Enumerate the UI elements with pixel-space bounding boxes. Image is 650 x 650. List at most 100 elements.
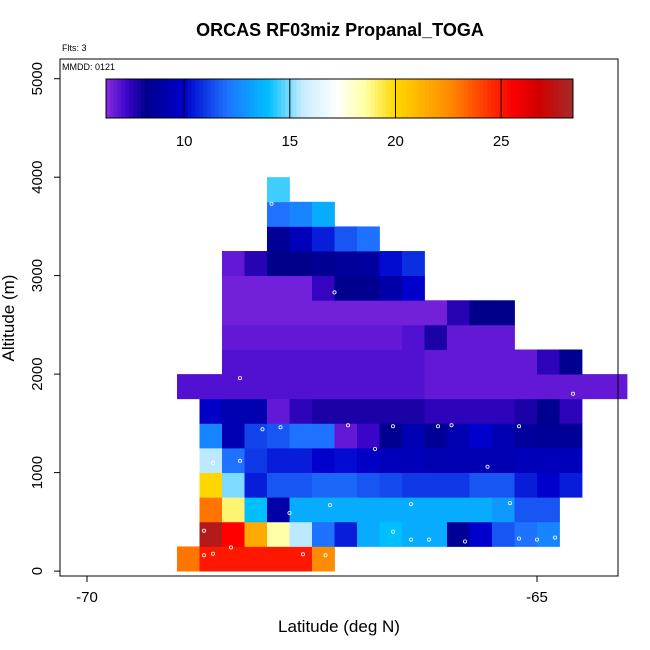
heatmap-cell bbox=[379, 447, 403, 473]
sample-point bbox=[323, 553, 328, 558]
heatmap-cell bbox=[312, 349, 335, 375]
colorbar-segment bbox=[323, 79, 329, 118]
heatmap-cell bbox=[447, 300, 470, 326]
heatmap-cell bbox=[379, 398, 403, 424]
chart-title: ORCAS RF03miz Propanal_TOGA bbox=[196, 20, 484, 40]
heatmap-cell bbox=[267, 398, 290, 424]
heatmap-cell bbox=[244, 251, 268, 277]
colorbar-segment bbox=[222, 79, 228, 118]
colorbar-segment bbox=[246, 79, 251, 118]
colorbar-segment bbox=[553, 79, 558, 118]
heatmap-cell bbox=[514, 374, 538, 400]
heatmap-cell bbox=[334, 226, 358, 252]
colorbar-segment bbox=[487, 79, 492, 118]
heatmap-cell bbox=[357, 251, 380, 277]
heatmap-cell bbox=[537, 423, 560, 449]
y-tick-label: 0 bbox=[29, 567, 46, 575]
heatmap-cell bbox=[514, 447, 538, 473]
sample-point bbox=[426, 537, 431, 542]
colorbar-segment bbox=[362, 79, 368, 118]
heatmap-cell bbox=[199, 374, 223, 400]
heatmap-cell bbox=[289, 226, 313, 252]
heatmap-cell bbox=[559, 423, 583, 449]
sample-point bbox=[408, 502, 413, 507]
colorbar-segment bbox=[444, 79, 449, 118]
heatmap-cell bbox=[379, 374, 403, 400]
sample-point bbox=[332, 290, 337, 295]
colorbar-segment bbox=[125, 79, 130, 118]
heatmap-cell bbox=[199, 398, 223, 424]
heatmap-cell bbox=[312, 398, 335, 424]
colorbar-segment bbox=[249, 79, 255, 118]
heatmap-cell bbox=[514, 398, 538, 424]
x-tick-label: -65 bbox=[526, 589, 548, 606]
heatmap-cell bbox=[222, 521, 245, 547]
colorbar-segment bbox=[347, 79, 352, 118]
sample-point bbox=[553, 535, 558, 540]
colorbar-segment bbox=[113, 79, 119, 118]
colorbar-segment bbox=[176, 79, 181, 118]
heatmap-cell bbox=[447, 472, 470, 498]
heatmap-cell bbox=[447, 374, 470, 400]
colorbar-segment bbox=[207, 79, 212, 118]
heatmap-cell bbox=[469, 521, 493, 547]
colorbar-segment bbox=[514, 79, 520, 118]
heatmap-cell bbox=[222, 546, 245, 572]
colorbar-segment bbox=[358, 79, 364, 118]
heatmap-cell bbox=[447, 497, 470, 523]
colorbar-segment bbox=[390, 79, 395, 118]
heatmap-cell bbox=[447, 398, 470, 424]
colorbar-segment bbox=[530, 79, 535, 118]
heatmap-cell bbox=[379, 324, 403, 350]
heatmap-cell bbox=[492, 423, 515, 449]
colorbar-segment bbox=[429, 79, 434, 118]
heatmap-cell bbox=[469, 349, 493, 375]
heatmap-cell bbox=[514, 423, 538, 449]
heatmap-cell bbox=[244, 546, 268, 572]
heatmap-cell bbox=[469, 300, 493, 326]
sample-point bbox=[517, 424, 522, 429]
colorbar-segment bbox=[526, 79, 531, 118]
heatmap-cell bbox=[244, 521, 268, 547]
colorbar-segment bbox=[137, 79, 142, 118]
colorbar-segment bbox=[265, 79, 270, 118]
colorbar-segment bbox=[370, 79, 376, 118]
colorbar-segment bbox=[253, 79, 259, 118]
colorbar-segment bbox=[436, 79, 442, 118]
heatmap-cell bbox=[267, 324, 290, 350]
colorbar-segment bbox=[106, 79, 111, 118]
heatmap-cell bbox=[604, 374, 628, 400]
colorbar-segment bbox=[281, 79, 286, 118]
colorbar-segment bbox=[109, 79, 115, 118]
heatmap-cell bbox=[312, 300, 335, 326]
colorbar-segment bbox=[557, 79, 562, 118]
sample-point bbox=[327, 503, 332, 508]
heatmap-cell bbox=[267, 300, 290, 326]
heatmap-cell bbox=[537, 497, 560, 523]
colorbar-segment bbox=[285, 79, 290, 118]
colorbar: 10 15 20 25 bbox=[105, 78, 574, 150]
heatmap-cell bbox=[222, 349, 245, 375]
heatmap-cell bbox=[244, 374, 268, 400]
heatmap-cell bbox=[267, 226, 290, 252]
heatmap-cell bbox=[357, 447, 380, 473]
colorbar-segment bbox=[475, 79, 481, 118]
heatmap-cell bbox=[492, 349, 515, 375]
heatmap-cell bbox=[177, 374, 200, 400]
colorbar-segment bbox=[214, 79, 220, 118]
heatmap-cell bbox=[289, 423, 313, 449]
colorbar-segment bbox=[545, 79, 551, 118]
heatmap-cell bbox=[559, 472, 583, 498]
colorbar-segment bbox=[211, 79, 216, 118]
colorbar-segment bbox=[491, 79, 496, 118]
sample-point bbox=[571, 391, 576, 396]
colorbar-segment bbox=[304, 79, 309, 118]
colorbar-segment bbox=[117, 79, 123, 118]
colorbar-segment bbox=[300, 79, 305, 118]
heatmap-cell bbox=[402, 349, 425, 375]
colorbar-segment bbox=[164, 79, 169, 118]
sample-point bbox=[237, 458, 242, 463]
heatmap-cell bbox=[334, 447, 358, 473]
colorbar-segment bbox=[569, 79, 574, 118]
y-tick-label: 5000 bbox=[29, 62, 46, 95]
